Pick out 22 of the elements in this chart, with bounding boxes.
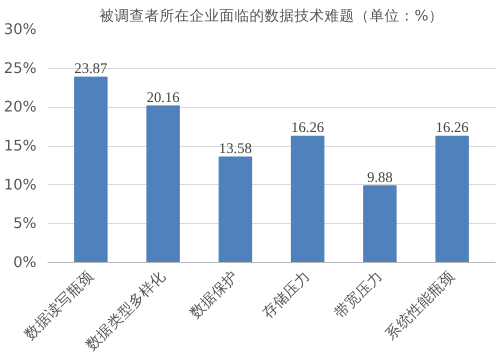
y-tick-label: 20% — [4, 98, 37, 116]
data-label: 9.88 — [367, 170, 393, 186]
bar — [218, 156, 252, 262]
y-tick-label: 25% — [4, 60, 37, 77]
y-tick-label: 15% — [4, 138, 37, 154]
bar — [74, 76, 108, 262]
x-tick-label: 存储压力 — [259, 267, 314, 322]
data-label: 13.58 — [218, 141, 252, 158]
data-label: 16.26 — [291, 120, 324, 136]
data-label: 20.16 — [146, 90, 180, 106]
bar — [435, 136, 469, 262]
bar — [290, 136, 324, 262]
y-tick-label: 30% — [4, 21, 37, 38]
data-label: 16.26 — [436, 120, 469, 136]
y-tick-label: 5% — [13, 215, 37, 232]
chart-title: 被调查者所在企业面临的数据技术难题（单位：%） — [100, 8, 444, 24]
x-tick-label: 数据保护 — [186, 267, 242, 322]
bar — [363, 185, 397, 262]
y-tick-label: 10% — [4, 176, 37, 194]
y-tick-label: 0% — [13, 254, 37, 271]
data-label: 23.87 — [74, 61, 108, 78]
bar — [146, 105, 180, 262]
